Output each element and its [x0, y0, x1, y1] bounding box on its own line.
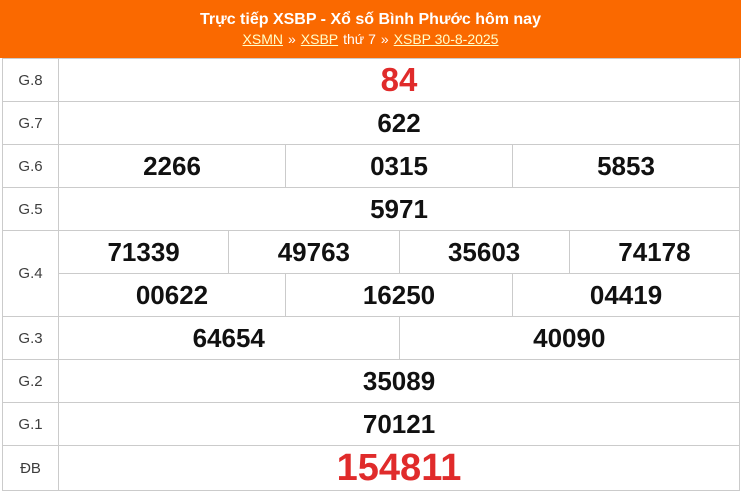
- prize-number: 40090: [398, 316, 741, 360]
- breadcrumb-separator: »: [380, 31, 389, 47]
- prize-number: 5971: [57, 187, 741, 231]
- prize-number: 74178: [568, 230, 741, 274]
- prize-label: G.4: [2, 230, 59, 317]
- breadcrumb-weekday: thứ 7: [343, 31, 376, 47]
- prize-label: G.1: [2, 402, 59, 446]
- prize-number: 16250: [285, 273, 513, 317]
- breadcrumb-separator: »: [287, 31, 296, 47]
- prize-number: 622: [57, 101, 741, 145]
- prize-number: 71339: [57, 230, 230, 274]
- row-g4-line2: 00622 16250 04419: [3, 273, 741, 317]
- breadcrumb-link-date[interactable]: XSBP 30-8-2025: [393, 31, 499, 47]
- page-title: Trực tiếp XSBP - Xổ số Bình Phước hôm na…: [200, 11, 541, 28]
- row-g7: G.7 622: [2, 101, 741, 145]
- prize-number: 154811: [57, 445, 741, 491]
- breadcrumb: XSMN » XSBP thứ 7 » XSBP 30-8-2025: [243, 31, 499, 47]
- prize-number: 2266: [58, 144, 286, 188]
- prize-number: 35603: [398, 230, 570, 274]
- prize-number: 00622: [58, 273, 286, 317]
- prize-label: G.2: [2, 359, 59, 403]
- row-g3: G.3 64654 40090: [2, 316, 741, 360]
- prize-number: 64654: [58, 316, 400, 360]
- row-g1: G.1 70121: [2, 402, 741, 446]
- prize-label: G.3: [2, 316, 59, 360]
- prize-label: G.5: [2, 187, 59, 231]
- page-header: Trực tiếp XSBP - Xổ số Bình Phước hôm na…: [0, 0, 741, 58]
- breadcrumb-link-xsmn[interactable]: XSMN: [242, 31, 283, 47]
- prize-number: 84: [57, 58, 741, 102]
- row-g2: G.2 35089: [2, 359, 741, 403]
- prize-number: 35089: [57, 359, 741, 403]
- breadcrumb-link-xsbp[interactable]: XSBP: [300, 31, 339, 47]
- prize-label: G.7: [2, 101, 59, 145]
- row-g6: G.6 2266 0315 5853: [2, 144, 741, 188]
- prize-label: G.8: [2, 58, 59, 102]
- row-g8: G.8 84: [2, 58, 741, 102]
- prize-number: 49763: [228, 230, 400, 274]
- prize-number: 04419: [511, 273, 741, 317]
- prize-number: 5853: [511, 144, 741, 188]
- row-db: ĐB 154811: [2, 445, 741, 491]
- row-g5: G.5 5971: [2, 187, 741, 231]
- row-g4-line1: G.4 71339 49763 35603 74178: [2, 230, 741, 317]
- lottery-results-table: G.8 84 G.7 622 G.6 2266 0315 5853 G.5 59…: [2, 58, 741, 491]
- prize-number: 0315: [285, 144, 513, 188]
- prize-label: ĐB: [2, 445, 59, 491]
- prize-label: G.6: [2, 144, 59, 188]
- prize-number: 70121: [57, 402, 741, 446]
